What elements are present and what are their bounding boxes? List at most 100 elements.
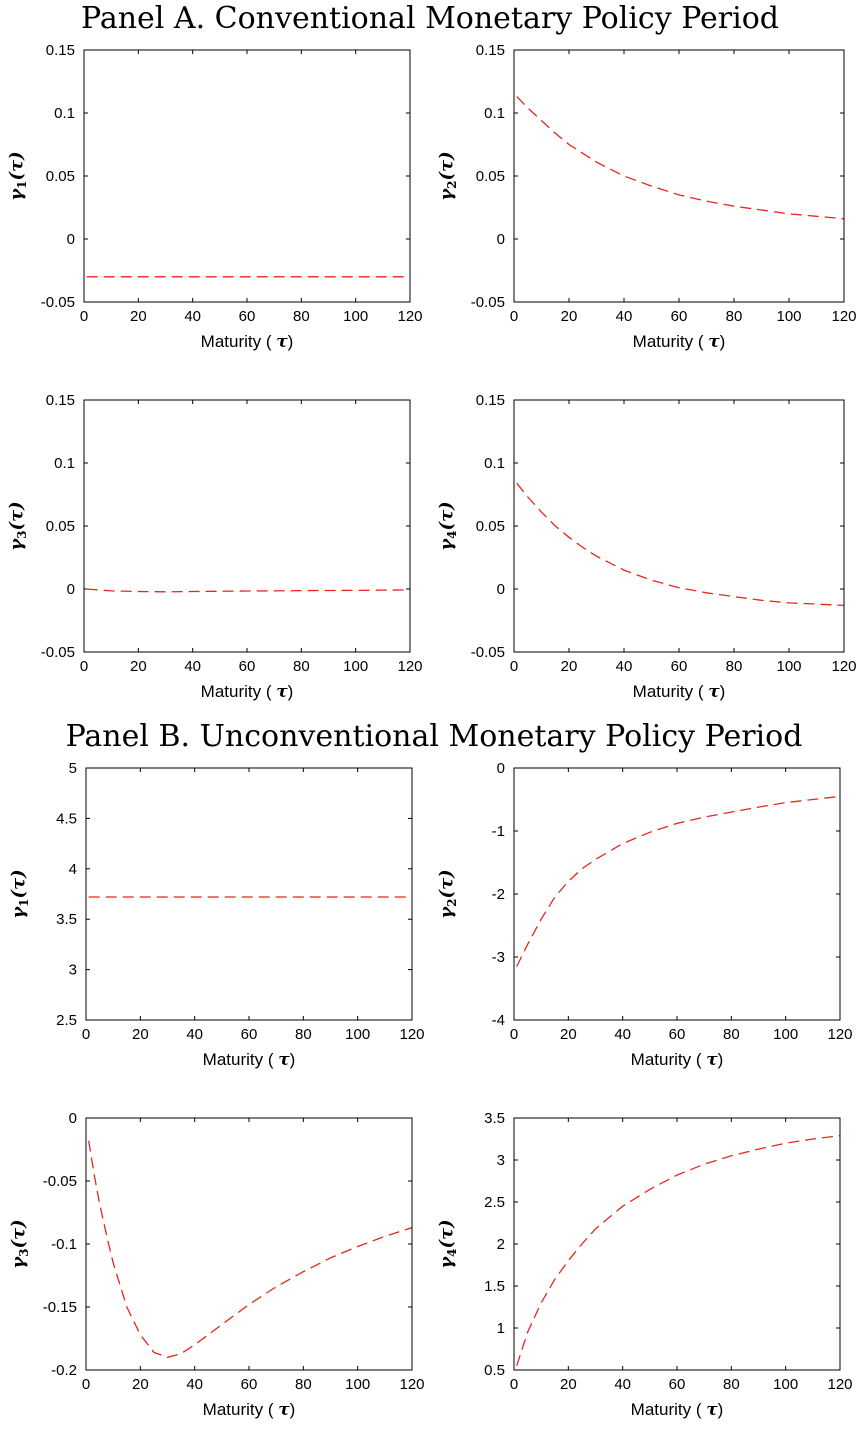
y-tick-label: 0 [497, 760, 505, 777]
y-axis-label: γ4(τ) [436, 501, 459, 550]
x-axis-label-tau: τ [706, 1050, 718, 1070]
y-axis-label-index: 4 [445, 1248, 459, 1256]
y-tick-label: 1.5 [484, 1278, 505, 1295]
x-axis-label-close: ) [718, 1400, 724, 1419]
axes-frame [85, 1117, 413, 1371]
x-tick-label: 40 [616, 658, 633, 675]
y-axis-label-index: 1 [15, 180, 29, 188]
chart-6: 0 20 40 60 80 100 120 -4 -3 -2 -1 0 Maturity ( τ) γ2(… [436, 760, 853, 1070]
series-line [516, 795, 841, 967]
x-tick-label: 80 [726, 308, 743, 325]
x-tick-label: 60 [239, 658, 256, 675]
x-axis-label: Maturity ( τ) [631, 1050, 724, 1070]
x-tick-label: 80 [726, 658, 743, 675]
axes-frame [513, 399, 845, 653]
y-tick-label: -0.05 [471, 294, 505, 311]
y-tick-label: -0.05 [471, 644, 505, 661]
x-axis-label-text: Maturity ( [201, 332, 277, 351]
y-tick-label: -0.05 [41, 294, 75, 311]
x-axis-label-tau: τ [708, 332, 720, 352]
y-tick-label: 3.5 [56, 911, 77, 928]
y-axis-label-gamma: γ [436, 906, 457, 919]
x-axis-label-tau: τ [276, 332, 288, 352]
y-tick-label: 0.15 [46, 392, 75, 409]
y-tick-label: -0.2 [51, 1362, 77, 1379]
y-tick-label: 0.1 [54, 455, 75, 472]
y-axis-label-index: 2 [445, 898, 459, 906]
y-tick-label: 0.05 [476, 518, 505, 535]
y-axis-label-arg: (τ) [6, 151, 27, 180]
x-tick-label: 60 [671, 658, 688, 675]
x-axis-label-text: Maturity ( [631, 1400, 707, 1419]
y-tick-label: -0.05 [43, 1173, 77, 1190]
y-axis-label: γ3(τ) [6, 501, 29, 550]
y-tick-label: 0.15 [476, 42, 505, 59]
y-tick-label: -0.1 [51, 1236, 77, 1253]
y-tick-label: 0.1 [484, 105, 505, 122]
series-line [516, 1134, 841, 1367]
x-tick-label: 80 [723, 1376, 740, 1393]
x-axis-label: Maturity ( τ) [203, 1050, 296, 1070]
y-tick-label: -1 [492, 823, 505, 840]
x-tick-label: 120 [399, 1026, 424, 1043]
y-axis-label: γ2(τ) [436, 869, 459, 918]
x-axis-label: Maturity ( τ) [633, 682, 726, 702]
x-tick-label: 60 [669, 1376, 686, 1393]
y-axis-label-arg: (τ) [436, 501, 457, 530]
y-axis-label-gamma: γ [8, 1256, 29, 1269]
y-tick-label: 2 [497, 1236, 505, 1253]
x-tick-label: 80 [293, 308, 310, 325]
x-tick-label: 0 [82, 1026, 90, 1043]
x-axis-label-tau: τ [278, 1050, 290, 1070]
axes-frame [83, 399, 411, 653]
axes-frame [85, 767, 413, 1021]
y-axis-label-arg: (τ) [436, 151, 457, 180]
x-axis-label-close: ) [290, 1050, 296, 1069]
y-axis-label: γ1(τ) [8, 869, 31, 918]
axes-frame [513, 49, 845, 303]
x-axis-label-tau: τ [278, 1400, 290, 1420]
x-tick-label: 80 [293, 658, 310, 675]
y-tick-label: 2.5 [56, 1012, 77, 1029]
y-axis-label: γ1(τ) [6, 151, 29, 200]
y-tick-label: 0 [67, 581, 75, 598]
y-axis-label-arg: (τ) [436, 1219, 457, 1248]
x-tick-label: 120 [827, 1376, 852, 1393]
y-axis-label-index: 3 [17, 1248, 31, 1256]
x-axis-label-text: Maturity ( [633, 682, 709, 701]
x-tick-label: 60 [239, 308, 256, 325]
x-axis-label: Maturity ( τ) [203, 1400, 296, 1420]
panel-a-title: Panel A. Conventional Monetary Policy Pe… [81, 1, 779, 36]
y-tick-label: 0.05 [46, 518, 75, 535]
x-tick-label: 20 [560, 1376, 577, 1393]
x-axis-label-text: Maturity ( [633, 332, 709, 351]
series-line [516, 482, 845, 607]
x-tick-label: 0 [510, 1376, 518, 1393]
y-axis-label-gamma: γ [436, 538, 457, 551]
x-axis-label-tau: τ [276, 682, 288, 702]
chart-8: 0 20 40 60 80 100 120 0.5 1 1.5 2 2.5 3 3.5 Maturity (… [436, 1110, 853, 1420]
x-axis-label-text: Maturity ( [203, 1400, 279, 1419]
x-tick-label: 0 [80, 658, 88, 675]
y-axis-label-index: 2 [445, 180, 459, 188]
y-tick-label: 0.05 [476, 168, 505, 185]
x-tick-label: 0 [80, 308, 88, 325]
y-axis-label-gamma: γ [6, 538, 27, 551]
x-axis-label-text: Maturity ( [631, 1050, 707, 1069]
y-tick-label: 5 [69, 760, 77, 777]
y-tick-label: 0 [497, 581, 505, 598]
x-tick-label: 100 [773, 1026, 798, 1043]
y-axis-label-index: 1 [17, 898, 31, 906]
y-tick-label: 0 [67, 231, 75, 248]
y-tick-label: 3 [497, 1152, 505, 1169]
x-axis-label-close: ) [288, 332, 294, 351]
x-tick-label: 20 [560, 1026, 577, 1043]
x-tick-label: 100 [345, 1026, 370, 1043]
x-tick-label: 60 [241, 1026, 258, 1043]
y-tick-label: 0 [69, 1110, 77, 1127]
chart-2: 0 20 40 60 80 100 120 -0.05 0 0.05 0.1 0.15 Maturity… [436, 42, 857, 352]
x-tick-label: 40 [616, 308, 633, 325]
x-axis-label-tau: τ [708, 682, 720, 702]
chart-1: 0 20 40 60 80 100 120 -0.05 0 0.05 0.1 0.15 Maturity… [6, 42, 423, 352]
